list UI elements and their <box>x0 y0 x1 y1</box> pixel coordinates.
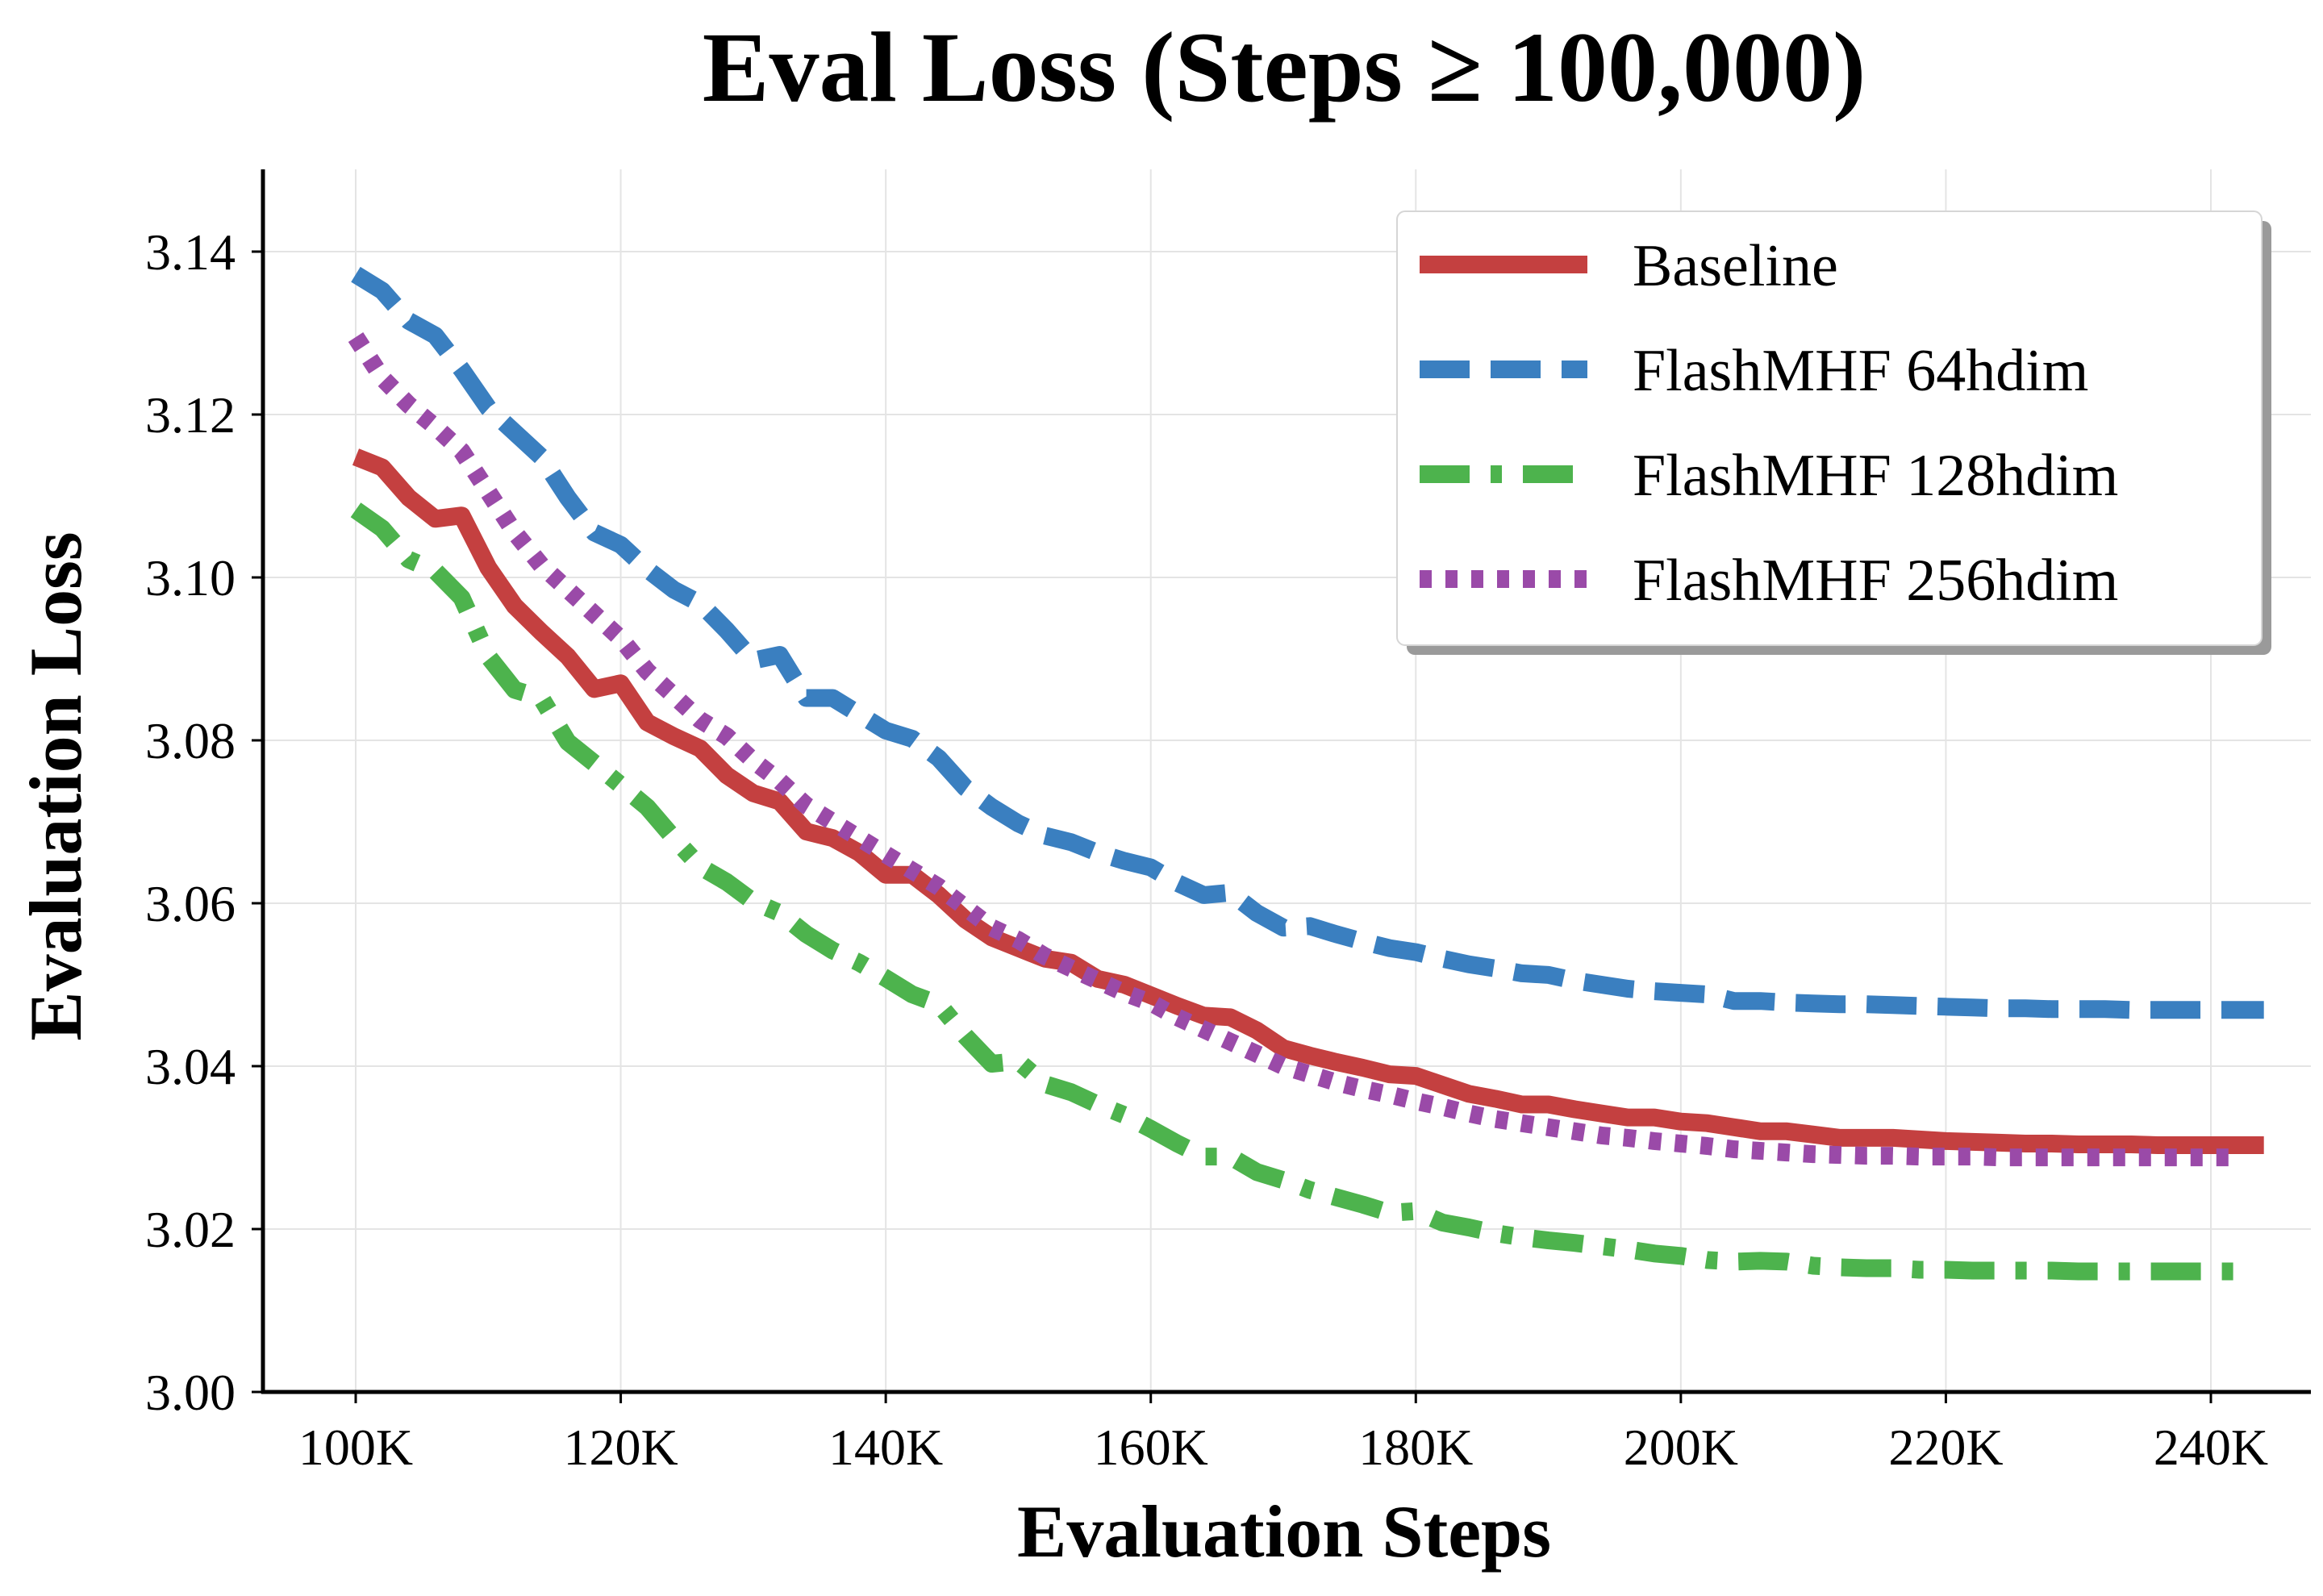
tick-labels: 100K 120K 140K 160K 180K 200K 220K 240K 3.00 3.02… <box>145 223 2268 1476</box>
x-tick-label: 200K <box>1624 1419 1738 1476</box>
legend-label: FlashMHF 128hdim <box>1633 443 2118 509</box>
x-tick-label: 160K <box>1094 1419 1208 1476</box>
axes <box>252 169 2311 1403</box>
x-tick-label: 220K <box>1888 1419 2003 1476</box>
chart-title: Eval Loss (Steps ≥ 100,000) <box>703 12 1866 123</box>
series-line-flashmhf-128hdim <box>350 502 2238 1281</box>
series-line-baseline <box>352 448 2264 1154</box>
y-tick-label: 3.04 <box>145 1038 236 1095</box>
y-tick-label: 3.14 <box>145 223 236 281</box>
legend-label: FlashMHF 64hdim <box>1633 338 2088 404</box>
series-line-flashmhf-64hdim <box>351 266 2264 1019</box>
y-tick-label: 3.12 <box>145 386 236 444</box>
y-axis-label: Evaluation Loss <box>15 531 97 1040</box>
y-tick-label: 3.02 <box>145 1201 236 1258</box>
x-tick-label: 140K <box>828 1419 943 1476</box>
y-tick-label: 3.00 <box>145 1364 236 1421</box>
x-tick-label: 180K <box>1358 1419 1473 1476</box>
x-axis-label: Evaluation Steps <box>1017 1490 1551 1573</box>
y-tick-label: 3.06 <box>145 875 236 932</box>
legend-label: Baseline <box>1633 233 1838 299</box>
series-line-flashmhf-256hdim <box>348 332 2238 1167</box>
legend-label: FlashMHF 256hdim <box>1633 548 2118 614</box>
y-tick-label: 3.10 <box>145 549 236 606</box>
x-tick-label: 120K <box>563 1419 678 1476</box>
x-tick-label: 100K <box>298 1419 413 1476</box>
x-tick-label: 240K <box>2154 1419 2268 1476</box>
y-tick-label: 3.08 <box>145 712 236 769</box>
legend-box <box>1396 210 2263 646</box>
legend: Baseline FlashMHF 64hdim FlashMHF 128hdim F… <box>1396 210 2271 655</box>
series-lines <box>348 266 2264 1281</box>
